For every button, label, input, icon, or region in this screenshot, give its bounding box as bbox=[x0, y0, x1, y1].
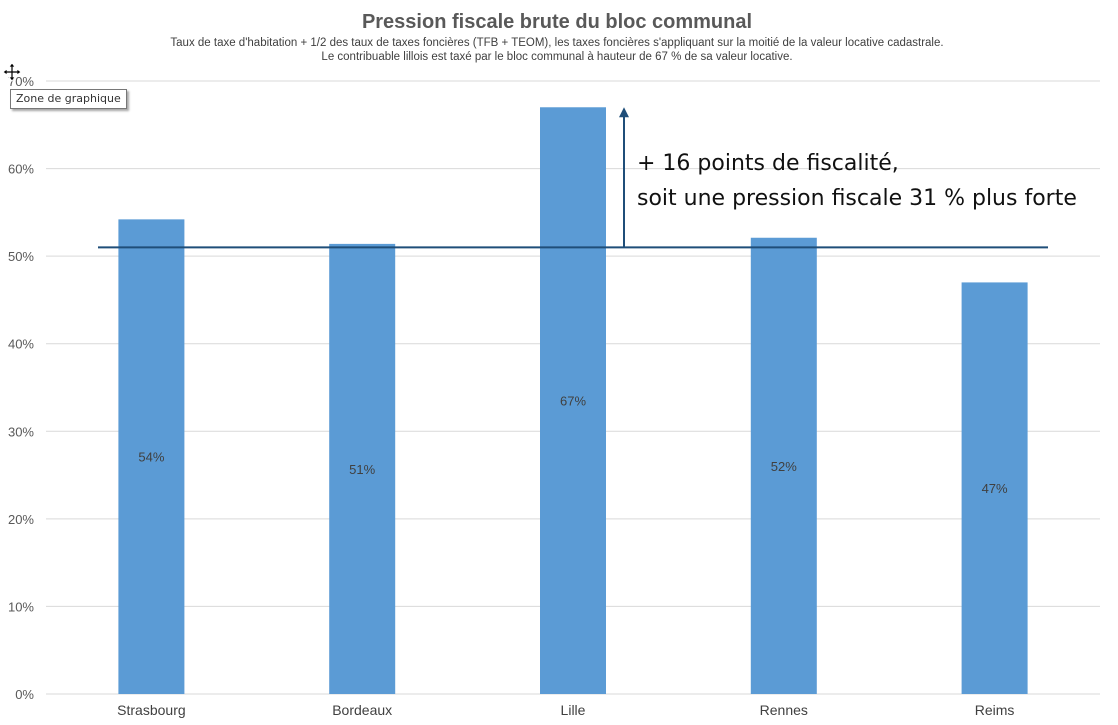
annotation-line-1: + 16 points de fiscalité, bbox=[637, 151, 899, 176]
bar[interactable] bbox=[540, 107, 606, 695]
move-cursor-icon bbox=[2, 62, 22, 82]
data-label: 54% bbox=[138, 450, 164, 465]
data-label: 47% bbox=[982, 481, 1008, 496]
x-tick-label: Rennes bbox=[760, 702, 808, 718]
y-tick-label: 50% bbox=[8, 249, 34, 264]
x-tick-label: Bordeaux bbox=[332, 702, 392, 718]
y-tick-label: 20% bbox=[8, 512, 34, 527]
y-tick-label: 40% bbox=[8, 337, 34, 352]
data-label: 52% bbox=[771, 459, 797, 474]
chart-subtitle-line-1: Taux de taxe d'habitation + 1/2 des taux… bbox=[170, 37, 943, 49]
y-axis: 0%10%20%30%40%50%60%70% bbox=[8, 74, 34, 702]
data-labels: 54% 51% 67% 52% 47% bbox=[138, 394, 1008, 497]
bar[interactable] bbox=[961, 282, 1028, 694]
y-tick-label: 30% bbox=[8, 424, 34, 439]
chart-subtitle-line-2: Le contribuable lillois est taxé par le … bbox=[321, 51, 792, 63]
x-axis: Strasbourg Bordeaux Lille Rennes Reims bbox=[117, 702, 1014, 718]
x-tick-label: Reims bbox=[975, 702, 1015, 718]
annotation-line-2: soit une pression fiscale 31 % plus fort… bbox=[637, 186, 1077, 211]
bar[interactable] bbox=[750, 237, 817, 694]
bar[interactable] bbox=[118, 219, 185, 694]
x-tick-label: Strasbourg bbox=[117, 702, 185, 718]
x-tick-label: Lille bbox=[561, 702, 586, 718]
y-tick-label: 0% bbox=[15, 687, 34, 702]
y-tick-label: 60% bbox=[8, 162, 34, 177]
bar[interactable] bbox=[329, 243, 396, 694]
y-tick-label: 10% bbox=[8, 599, 34, 614]
bar-series[interactable] bbox=[118, 107, 1028, 695]
chart-area-tooltip: Zone de graphique bbox=[10, 89, 127, 109]
chart-title: Pression fiscale brute du bloc communal bbox=[362, 11, 752, 33]
data-label: 67% bbox=[560, 394, 586, 409]
annotation-arrow-head bbox=[619, 107, 629, 118]
data-label: 51% bbox=[349, 462, 375, 477]
